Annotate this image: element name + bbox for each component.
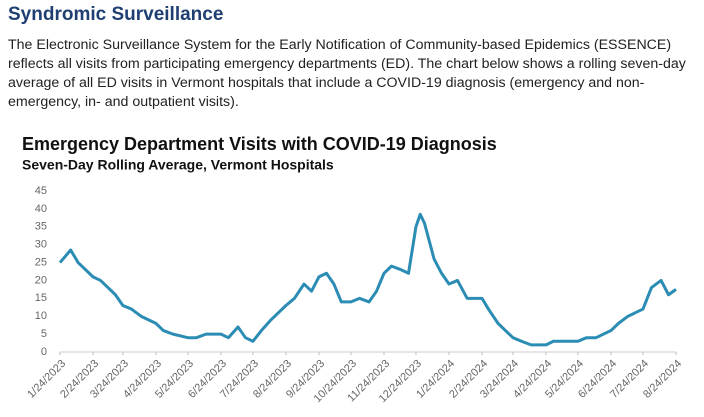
y-tick-label: 25 <box>35 256 47 268</box>
y-tick-label: 10 <box>35 310 47 322</box>
y-tick-label: 20 <box>35 274 47 286</box>
y-tick-label: 0 <box>41 346 47 358</box>
y-tick-label: 45 <box>35 185 47 197</box>
chart-subtitle: Seven-Day Rolling Average, Vermont Hospi… <box>22 157 334 173</box>
y-tick-label: 5 <box>41 328 47 340</box>
data-line <box>58 212 677 347</box>
y-tick-label: 40 <box>35 203 47 215</box>
y-tick-label: 35 <box>35 221 47 233</box>
intro-text: The Electronic Surveillance System for t… <box>8 37 686 110</box>
y-tick-label: 30 <box>35 239 47 251</box>
section-title: Syndromic Surveillance <box>8 4 224 25</box>
y-tick-label: 15 <box>35 292 47 304</box>
chart-title: Emergency Department Visits with COVID-1… <box>22 134 497 154</box>
